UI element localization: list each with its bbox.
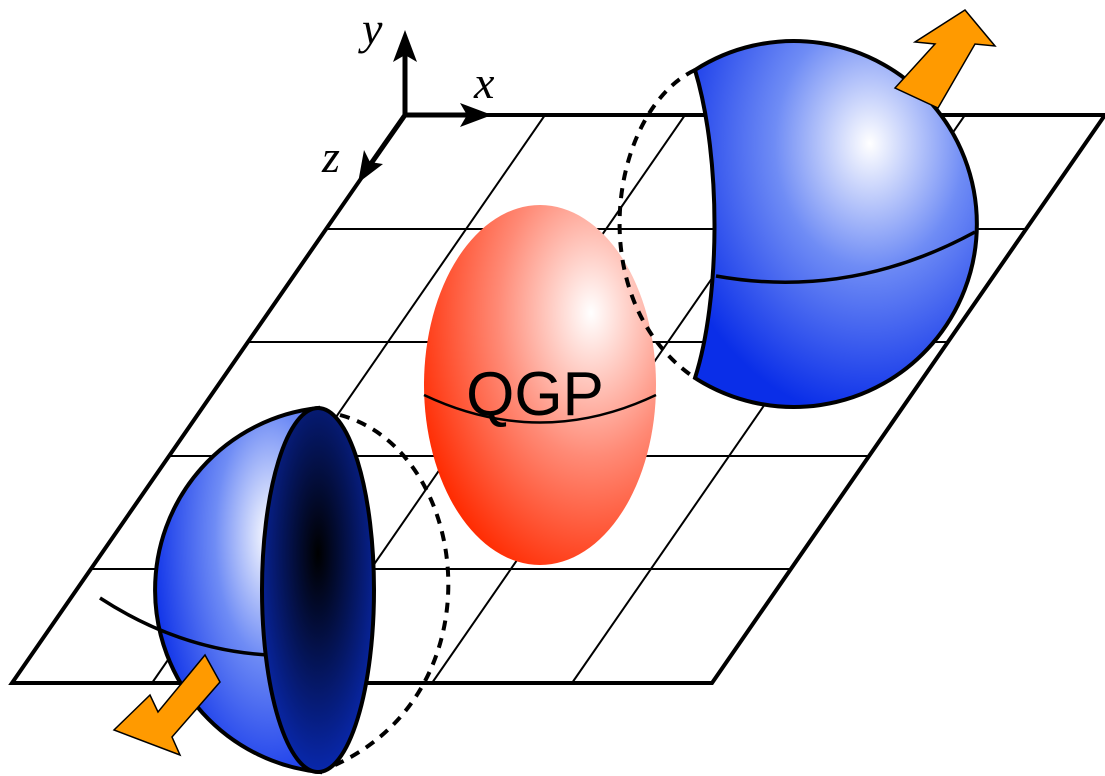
z-axis <box>370 115 405 165</box>
right-arrow <box>895 10 995 108</box>
left-cut-face <box>262 408 374 772</box>
page: QGP diagram {"axes": {"y": "y", "x": "x"… <box>0 0 1105 776</box>
body: y x z QGP (() => { const data = JSON.par… <box>0 0 1105 776</box>
qgp-label: QGP <box>466 360 604 429</box>
y-label: y <box>358 3 383 54</box>
z-label: z <box>321 131 340 182</box>
diagram: y x z QGP <box>0 0 1105 776</box>
x-label: x <box>473 57 495 108</box>
